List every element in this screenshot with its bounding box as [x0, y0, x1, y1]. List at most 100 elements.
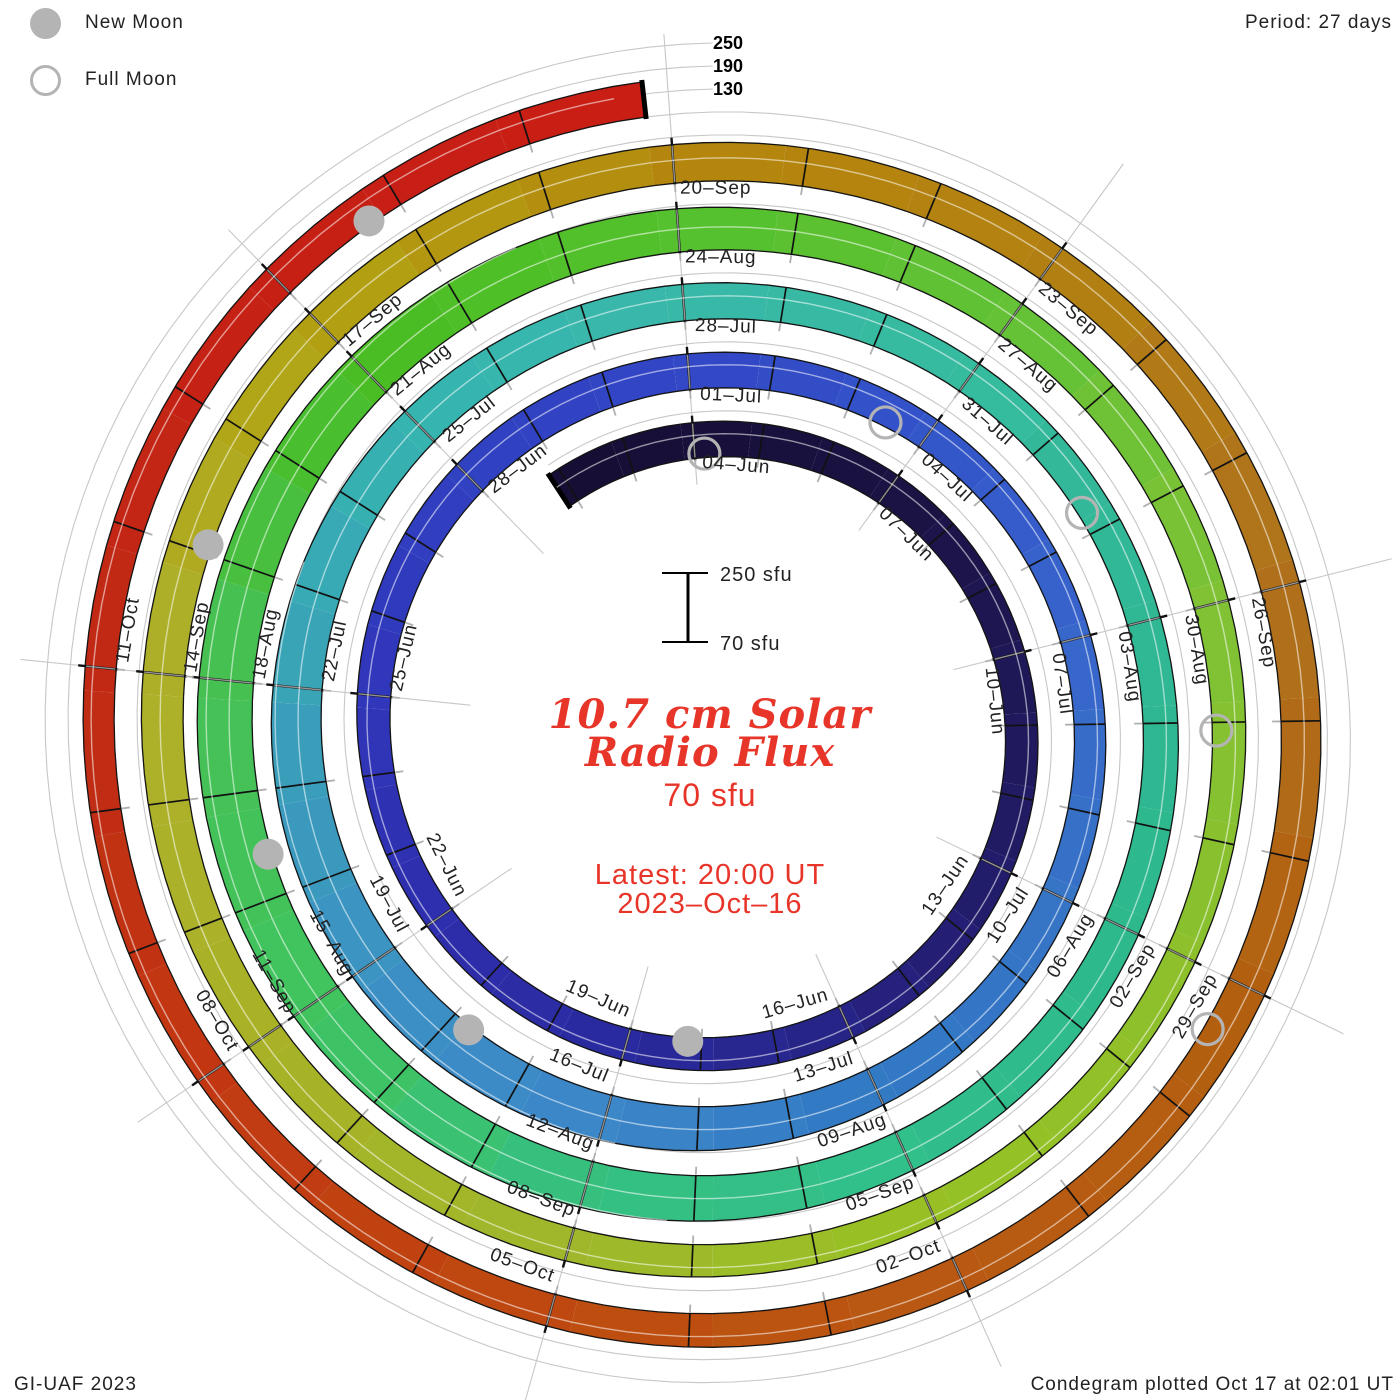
day-tick-inner — [274, 576, 284, 581]
flux-band-segment — [1118, 930, 1204, 1052]
radial-gridline-overlay — [579, 1162, 594, 1207]
day-tick-inner — [1059, 805, 1068, 809]
new-moon-label: New Moon — [85, 12, 184, 33]
day-tick-inner — [377, 515, 386, 521]
day-tick-inner — [1220, 973, 1229, 979]
full-moon-icon — [30, 64, 61, 96]
radial-gridline-overlay — [545, 1295, 556, 1326]
day-tick-inner — [529, 144, 534, 153]
day-tick — [999, 960, 1028, 985]
day-tick-inner — [391, 696, 400, 699]
day-tick-inner — [872, 503, 879, 511]
day-tick-inner — [261, 440, 270, 447]
day-tick — [546, 1003, 564, 1032]
flux-band-segment — [748, 422, 823, 471]
day-tick-inner — [862, 1060, 868, 1069]
day-tick — [90, 807, 121, 814]
flux-band-segment — [162, 438, 251, 575]
scale-bar-top-label: 250 sfu — [720, 564, 793, 586]
day-tick — [823, 1300, 833, 1336]
latest-time-label: Latest: 20:00 UT — [595, 859, 825, 891]
day-tick-inner — [1099, 1042, 1107, 1049]
day-tick — [980, 478, 1006, 501]
day-tick-inner — [1059, 1179, 1067, 1187]
baseline-flux-value: 70 sfu — [663, 777, 756, 813]
day-tick-inner — [1129, 364, 1138, 372]
day-tick-inner — [1025, 454, 1033, 462]
moon-legend: New Moon Full Moon — [30, 6, 184, 120]
day-tick-inner — [554, 1285, 559, 1294]
flux-band-segment — [214, 329, 324, 460]
day-tick-inner — [157, 938, 167, 944]
day-tick — [411, 1244, 429, 1274]
day-tick-inner — [400, 204, 407, 213]
radial-gridline-overlay — [598, 1096, 613, 1140]
day-tick — [899, 245, 917, 283]
day-tick-inner — [258, 788, 267, 792]
day-tick — [1281, 719, 1321, 723]
flux-band-segment — [649, 142, 786, 186]
flux-band-segment — [1081, 503, 1156, 610]
day-tick-inner — [1020, 565, 1029, 572]
day-tick-inner — [972, 853, 981, 859]
day-tick-inner — [822, 1292, 826, 1301]
flux-band-segment — [1039, 1032, 1143, 1143]
radial-gridline-overlay — [274, 684, 322, 691]
flux-band-layer — [83, 82, 1321, 1348]
day-tick — [275, 780, 327, 789]
flux-band-segment — [548, 441, 624, 507]
day-tick-inner — [415, 840, 424, 845]
new-moon-marker — [353, 205, 385, 237]
day-tick-inner — [921, 545, 929, 552]
radial-gridline-overlay — [838, 1006, 854, 1038]
period-label: Period: 27 days — [1244, 12, 1392, 33]
day-tick — [1270, 851, 1309, 863]
day-tick-inner — [895, 282, 901, 292]
day-tick — [128, 941, 158, 955]
day-tick-inner — [1045, 998, 1053, 1006]
flux-gridline-overlay — [205, 247, 668, 1221]
flux-band-segment — [141, 694, 193, 827]
radial-gridline-overlay — [621, 1029, 631, 1059]
radial-gridline-overlay — [1195, 599, 1228, 610]
day-tick — [1150, 485, 1184, 504]
flux-band-segment — [941, 1119, 1059, 1214]
flux-band-segment — [138, 963, 238, 1102]
day-tick-inner — [913, 447, 920, 455]
flux-band-segment — [212, 1082, 333, 1206]
day-tick — [336, 1115, 363, 1144]
day-tick — [784, 1097, 795, 1139]
flux-band-segment — [495, 82, 646, 152]
day-tick-inner — [959, 597, 968, 604]
day-tick-inner — [203, 403, 211, 410]
radial-gridline-overlay — [1040, 248, 1063, 279]
day-tick-inner — [770, 1021, 774, 1030]
day-tick-inner — [286, 889, 296, 894]
day-tick-inner — [338, 342, 346, 350]
flux-band-segment — [472, 310, 578, 391]
radial-axis-tick-label: 250 — [713, 33, 743, 53]
day-tick-inner — [973, 499, 981, 507]
day-tick-inner — [340, 599, 349, 604]
day-tick-inner — [1077, 409, 1085, 417]
radial-gridline-overlay — [1262, 581, 1299, 593]
latest-date-label: 2023–Oct–16 — [617, 888, 802, 920]
text-layer: 250 190 130 250 sfu 70 sfu 10.7 cm SolarRadio… — [549, 33, 873, 920]
flux-band-segment — [367, 545, 430, 635]
day-tick-inner — [1204, 470, 1213, 476]
day-tick-inner — [796, 1156, 800, 1165]
day-tick — [810, 1233, 819, 1265]
day-tick-inner — [427, 1236, 434, 1245]
radial-gridline-overlay — [671, 145, 676, 183]
day-tick — [404, 532, 437, 554]
day-tick — [382, 174, 402, 206]
flux-band-segment — [598, 1165, 714, 1221]
day-tick — [293, 1165, 317, 1191]
flux-band-segment — [353, 1128, 480, 1225]
radial-gridline-overlay — [456, 464, 483, 491]
flux-band-segment — [83, 690, 125, 837]
day-tick — [302, 868, 352, 889]
flux-band-segment — [781, 145, 920, 212]
day-tick-inner — [1142, 502, 1151, 508]
radial-axis-tick-label: 130 — [713, 79, 743, 99]
